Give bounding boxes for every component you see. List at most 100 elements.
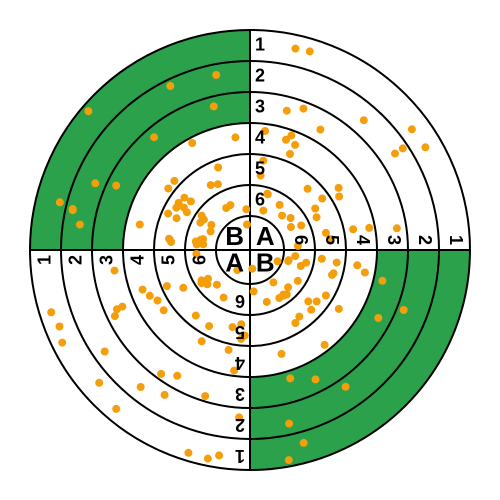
dot [287,214,295,222]
dot [421,143,429,151]
dot [286,374,294,382]
dot [207,221,215,229]
dot [69,205,77,213]
dot [56,198,64,206]
dot [374,314,382,322]
dot [184,449,192,457]
center-label-bl: A [225,247,244,277]
dot [291,319,299,327]
ring-label-bottom-3: 3 [235,384,245,404]
ring-label-left-6: 6 [189,255,209,265]
dot [269,278,277,286]
dot [179,284,187,292]
dot [95,379,103,387]
dot [279,291,287,299]
ring-label-bottom-6: 6 [235,291,245,311]
dot [113,305,121,313]
ring-label-top-2: 2 [255,65,265,85]
dot [321,341,329,349]
dot [282,136,290,144]
dot [278,350,286,358]
dot [225,346,233,354]
dot [322,292,330,300]
dot [201,392,209,400]
dot [316,126,324,134]
dot [136,221,144,229]
dot [222,204,230,212]
dot [342,383,350,391]
dot [393,224,401,232]
ring-label-bottom-1: 1 [235,446,245,466]
dot [285,456,293,464]
dot [139,286,147,294]
ring-label-left-3: 3 [96,255,116,265]
dot [335,305,343,313]
dot [165,235,173,243]
dot [47,308,55,316]
dot [163,282,171,290]
dot [173,372,181,380]
dot [157,370,165,378]
dot [378,277,386,285]
ring-label-right-6: 6 [291,235,311,245]
dot [304,185,312,193]
dot [311,205,319,213]
dot [154,297,162,305]
dot [318,195,326,203]
dot [170,177,178,185]
dot [160,306,168,314]
dot [302,259,310,267]
dot [101,348,109,356]
dot [333,259,341,267]
dot [214,180,222,188]
dot [274,257,282,265]
dot [291,45,299,53]
dot [307,306,315,314]
ring-label-top-1: 1 [255,34,265,54]
dot [173,214,181,222]
dot [349,225,357,233]
ring-label-left-4: 4 [127,255,147,265]
dot [278,212,286,220]
ring-label-left-2: 2 [65,255,85,265]
dot [76,221,84,229]
dot [161,391,169,399]
dot [335,184,343,192]
dot [283,107,291,115]
ring-label-right-4: 4 [353,235,373,245]
dot [196,219,204,227]
dot [210,102,218,110]
dot [300,439,308,447]
dot [58,339,66,347]
dot [408,125,416,133]
dot [84,107,92,115]
ring-label-left-5: 5 [158,255,178,265]
dot [180,194,188,202]
dot [287,223,295,231]
dot [284,283,292,291]
dot [112,405,120,413]
dot [150,133,158,141]
dot [335,193,343,201]
dot [306,47,314,55]
dot [353,261,361,269]
dot [198,276,206,284]
ring-label-right-2: 2 [415,235,435,245]
dot [285,420,293,428]
ring-label-bottom-4: 4 [235,353,245,373]
dot [360,116,368,124]
dot [294,277,302,285]
dot [188,139,196,147]
dot [250,287,258,295]
dot [312,375,320,383]
dot [215,451,223,459]
dot [205,322,213,330]
dot [198,337,206,345]
dot [212,71,220,79]
dot [207,181,215,189]
ring-label-bottom-2: 2 [235,415,245,435]
dot [263,298,271,306]
dot [285,256,293,264]
dot [318,255,326,263]
dot [391,150,399,158]
